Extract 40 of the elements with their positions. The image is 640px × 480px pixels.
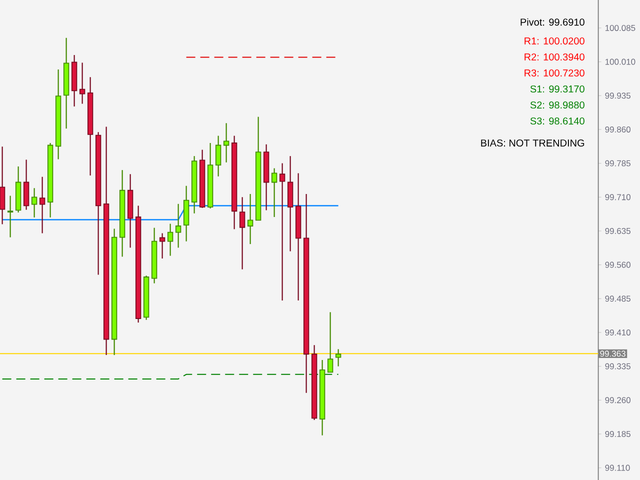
annotation: R3: 100.7230 (524, 69, 584, 77)
candlestick (247, 193, 254, 245)
candlestick (23, 159, 30, 210)
candlestick (31, 188, 38, 218)
y-tick-label: 99.785 (605, 160, 630, 166)
candlestick (79, 62, 86, 104)
candlestick (159, 232, 166, 260)
y-tick-label: 99.860 (605, 126, 630, 132)
y-tick-label: 99.710 (605, 194, 630, 200)
candlestick (0, 146, 6, 225)
candlestick (215, 135, 222, 177)
candlestick (175, 203, 182, 248)
candlestick (7, 195, 14, 238)
annotation: S2: 98.9880 (530, 101, 584, 109)
candlestick (167, 223, 174, 256)
y-tick-label: 99.935 (605, 92, 630, 99)
y-tick-label: 99.110 (605, 464, 630, 471)
annotation: S1: 99.3170 (530, 85, 584, 93)
ref-line-label: 99.363 (600, 350, 626, 357)
y-tick-label: 99.260 (605, 397, 630, 404)
y-tick-label: 99.485 (605, 296, 630, 302)
y-tick-label: 100.085 (605, 24, 636, 31)
candlestick (271, 168, 278, 218)
y-tick-label: 100.010 (605, 58, 636, 65)
annotation: S3: 98.6140 (530, 117, 584, 125)
y-tick-label: 99.185 (605, 430, 630, 437)
y-tick-label: 99.410 (605, 329, 630, 336)
candlestick (279, 162, 286, 301)
candlestick (239, 196, 246, 270)
candlestick (39, 176, 46, 234)
annotation: BIAS: NOT TRENDING (481, 139, 584, 147)
candlestick (335, 348, 342, 367)
y-tick-label: 99.560 (605, 262, 630, 268)
y-tick-label: 99.635 (605, 228, 630, 234)
candlestick (223, 122, 230, 163)
annotation: Pivot: 99.6910 (520, 18, 584, 26)
annotation: R1: 100.0200 (524, 37, 584, 45)
y-tick-label: 99.335 (605, 363, 630, 370)
annotation: R2: 100.3940 (524, 53, 584, 61)
candlestick (327, 312, 334, 373)
